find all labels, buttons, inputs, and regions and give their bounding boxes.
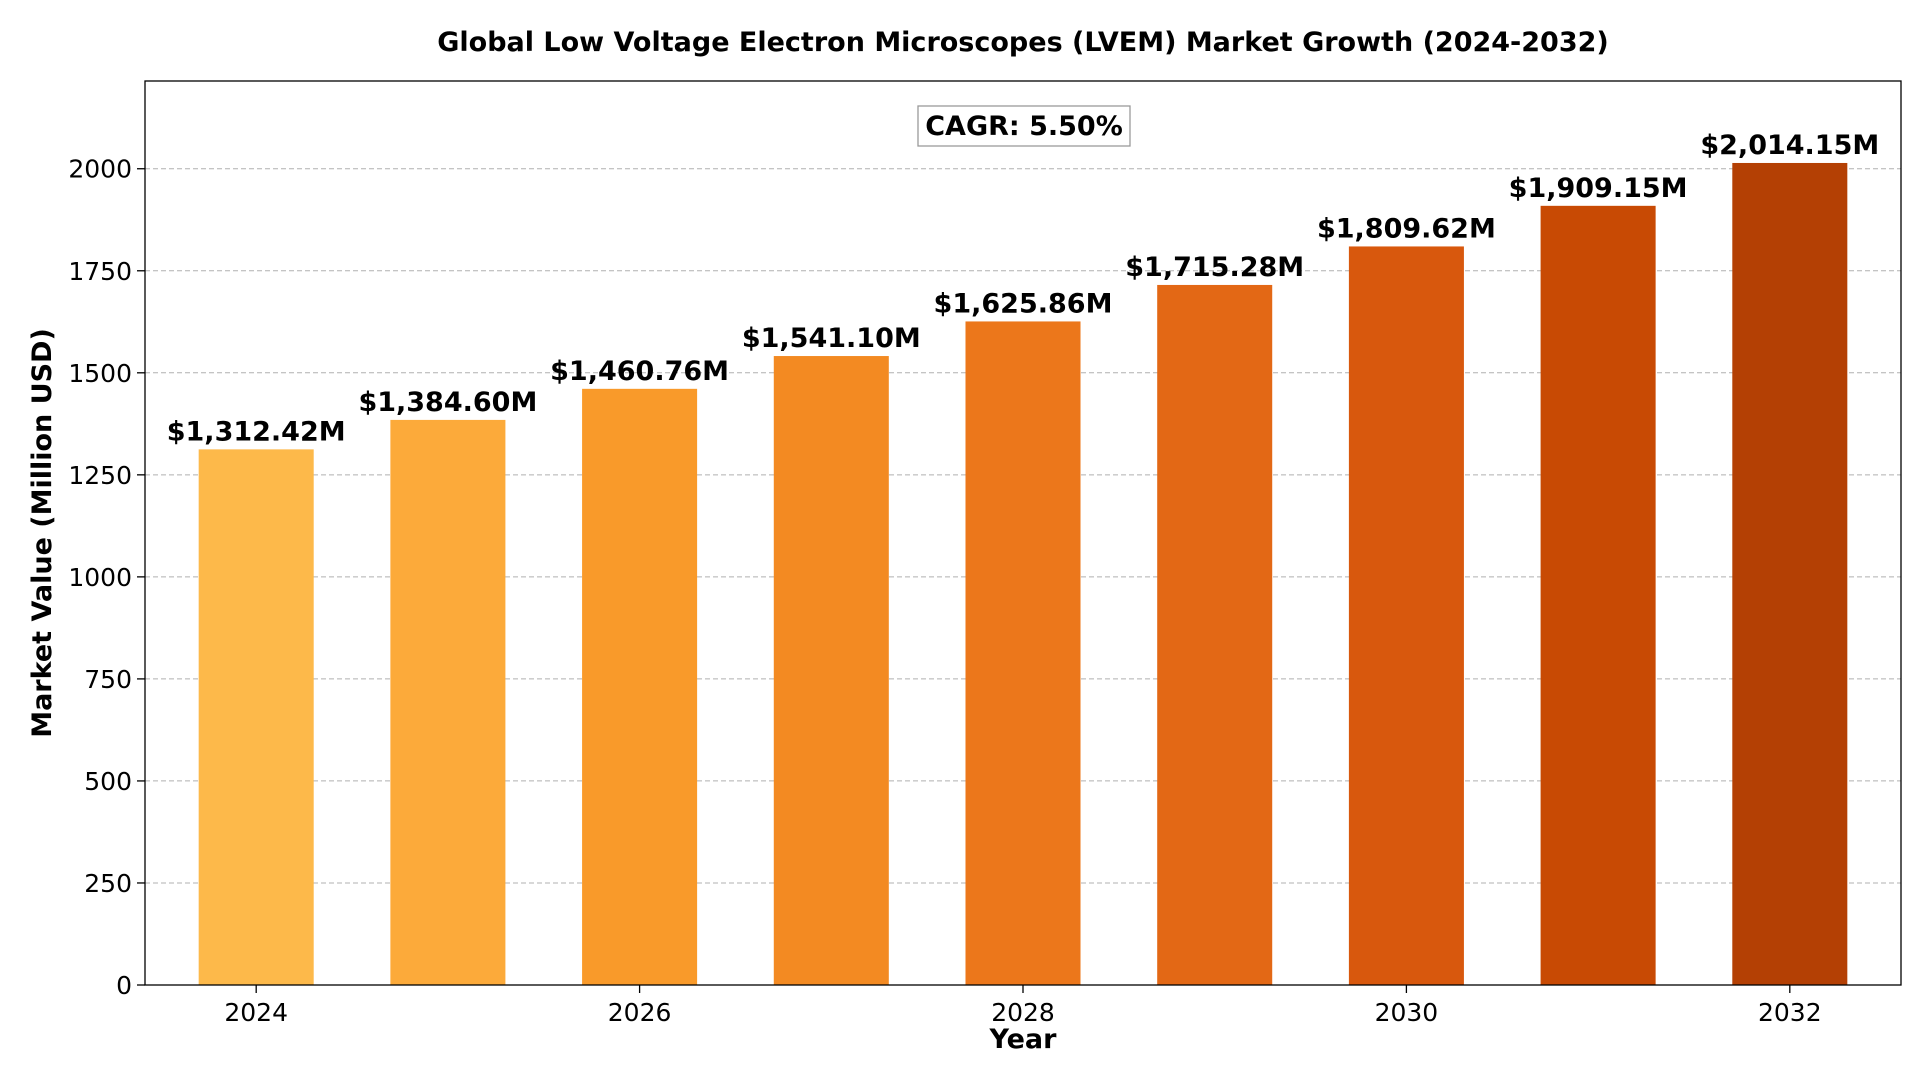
bar-value-label: $1,460.76M bbox=[550, 356, 729, 387]
bar-value-label: $1,809.62M bbox=[1317, 213, 1496, 244]
y-tick-label: 250 bbox=[84, 869, 132, 898]
bar-2032 bbox=[1732, 162, 1848, 986]
y-tick-label: 1000 bbox=[68, 563, 132, 592]
y-tick-label: 1500 bbox=[68, 359, 132, 388]
y-tick-label: 1750 bbox=[68, 257, 132, 286]
x-tick-label: 2030 bbox=[1375, 998, 1439, 1027]
bar-2029 bbox=[1157, 284, 1273, 985]
bar-2028 bbox=[965, 321, 1081, 985]
bar-2026 bbox=[582, 388, 698, 985]
cagr-annotation-box: CAGR: 5.50% bbox=[917, 105, 1131, 147]
bars bbox=[198, 162, 1848, 986]
cagr-annotation: CAGR: 5.50% bbox=[925, 111, 1123, 142]
y-axis: 0 250 500 750 1000 1250 1500 1750 2000 bbox=[68, 155, 145, 1000]
bar-2030 bbox=[1348, 246, 1464, 985]
x-axis-label: Year bbox=[989, 1024, 1058, 1055]
y-tick-label: 1250 bbox=[68, 461, 132, 490]
x-axis: 2024 2026 2028 2030 2032 bbox=[224, 985, 1822, 1027]
bar-value-label: $1,625.86M bbox=[934, 288, 1113, 319]
cagr-box-frame bbox=[917, 105, 1131, 147]
bar-value-labels: $1,312.42M $1,384.60M $1,460.76M $1,541.10M… bbox=[167, 130, 1880, 447]
y-tick-label: 2000 bbox=[68, 155, 132, 184]
bar-value-label: $1,715.28M bbox=[1125, 252, 1304, 283]
y-axis-label: Market Value (Million USD) bbox=[27, 328, 58, 738]
bar-value-label: $1,384.60M bbox=[358, 387, 537, 418]
chart-title: Global Low Voltage Electron Microscopes … bbox=[437, 27, 1609, 58]
y-tick-label: 0 bbox=[116, 971, 132, 1000]
bar-2027 bbox=[773, 356, 889, 985]
bar-value-label: $2,014.15M bbox=[1700, 130, 1879, 161]
x-tick-label: 2026 bbox=[608, 998, 672, 1027]
y-tick-label: 500 bbox=[84, 767, 132, 796]
bar-value-label: $1,909.15M bbox=[1509, 173, 1688, 204]
bar-value-label: $1,312.42M bbox=[167, 416, 346, 447]
x-tick-label: 2032 bbox=[1758, 998, 1822, 1027]
bar-2024 bbox=[198, 449, 314, 986]
bar-2025 bbox=[390, 419, 506, 985]
bar-2031 bbox=[1540, 205, 1656, 986]
x-tick-label: 2028 bbox=[991, 998, 1055, 1027]
x-tick-label: 2024 bbox=[224, 998, 288, 1027]
bar-value-label: $1,541.10M bbox=[742, 323, 921, 354]
y-tick-label: 750 bbox=[84, 665, 132, 694]
